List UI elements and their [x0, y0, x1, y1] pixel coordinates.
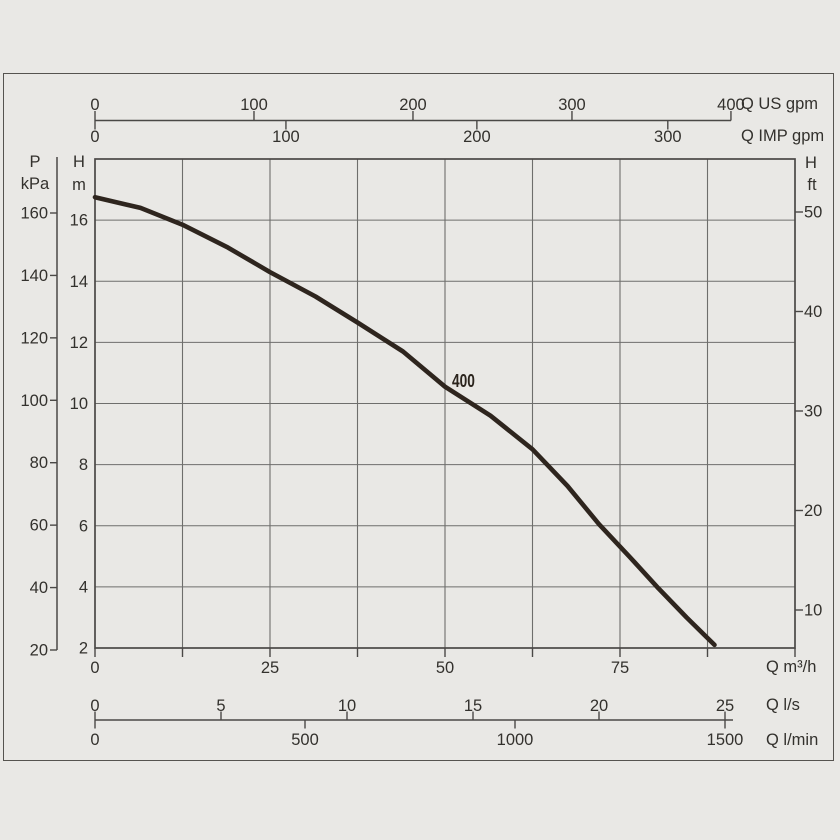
tick-label-lmin: 500 — [291, 731, 319, 749]
tick-label-m: 14 — [70, 273, 88, 291]
tick-label-ft: 30 — [804, 403, 822, 421]
chart-frame — [3, 73, 834, 761]
tick-label-m: 16 — [70, 212, 88, 230]
axis-title-us-gpm: Q US gpm — [741, 95, 819, 113]
tick-label-m: 6 — [79, 517, 88, 535]
tick-label-m3h: 75 — [611, 659, 629, 677]
tick-label-impgpm: 100 — [272, 128, 300, 146]
tick-label-kpa: 40 — [30, 579, 48, 597]
tick-label-usgpm: 100 — [240, 96, 268, 114]
left-pressure-quantity-label: P — [29, 153, 41, 171]
tick-label-usgpm: 300 — [558, 96, 586, 114]
tick-label-ft: 40 — [804, 303, 822, 321]
tick-label-kpa: 160 — [20, 205, 48, 223]
tick-label-lmin: 1000 — [497, 731, 534, 749]
left-head-quantity-label: H — [73, 153, 85, 171]
axis-title-imp-gpm: Q IMP gpm — [741, 127, 825, 145]
right-head-unit-label: ft — [807, 176, 817, 194]
tick-label-ft: 20 — [804, 502, 822, 520]
tick-label-ls: 25 — [716, 697, 734, 715]
tick-label-ft: 10 — [804, 602, 822, 620]
tick-label-ft: 50 — [804, 204, 822, 222]
tick-label-m: 10 — [70, 395, 88, 413]
tick-label-m3h: 50 — [436, 659, 454, 677]
right-head-quantity-label: H — [805, 154, 817, 172]
tick-label-usgpm: 0 — [90, 96, 99, 114]
tick-label-usgpm: 200 — [399, 96, 427, 114]
tick-label-ls: 0 — [90, 697, 99, 715]
tick-label-m: 12 — [70, 334, 88, 352]
tick-label-m: 8 — [79, 456, 88, 474]
tick-label-m3h: 25 — [261, 659, 279, 677]
tick-label-kpa: 80 — [30, 454, 48, 472]
pump-curve-400 — [92, 194, 717, 648]
axis-title-m3h: Q m³/h — [766, 658, 817, 676]
axis-title-lmin: Q l/min — [766, 731, 819, 749]
tick-label-m: 2 — [79, 640, 88, 658]
tick-label-lmin: 1500 — [707, 731, 744, 749]
tick-label-ls: 10 — [338, 697, 356, 715]
tick-label-m3h: 0 — [90, 659, 99, 677]
tick-label-kpa: 100 — [20, 392, 48, 410]
tick-label-ls: 5 — [216, 697, 225, 715]
left-head-unit-label: m — [72, 176, 86, 194]
tick-label-kpa: 120 — [20, 329, 48, 347]
left-pressure-unit-label: kPa — [20, 175, 50, 193]
axis-title-ls: Q l/s — [766, 696, 800, 714]
tick-label-impgpm: 200 — [463, 128, 491, 146]
tick-label-usgpm: 400 — [717, 96, 745, 114]
tick-label-impgpm: 0 — [90, 128, 99, 146]
tick-label-kpa: 60 — [30, 517, 48, 535]
tick-label-ls: 20 — [590, 697, 608, 715]
tick-label-impgpm: 300 — [654, 128, 682, 146]
tick-label-kpa: 140 — [20, 267, 48, 285]
curve-label-400: 400 — [452, 371, 475, 391]
tick-label-ls: 15 — [464, 697, 482, 715]
tick-label-lmin: 0 — [90, 731, 99, 749]
tick-label-kpa: 20 — [30, 641, 48, 659]
tick-label-m: 4 — [79, 578, 88, 596]
